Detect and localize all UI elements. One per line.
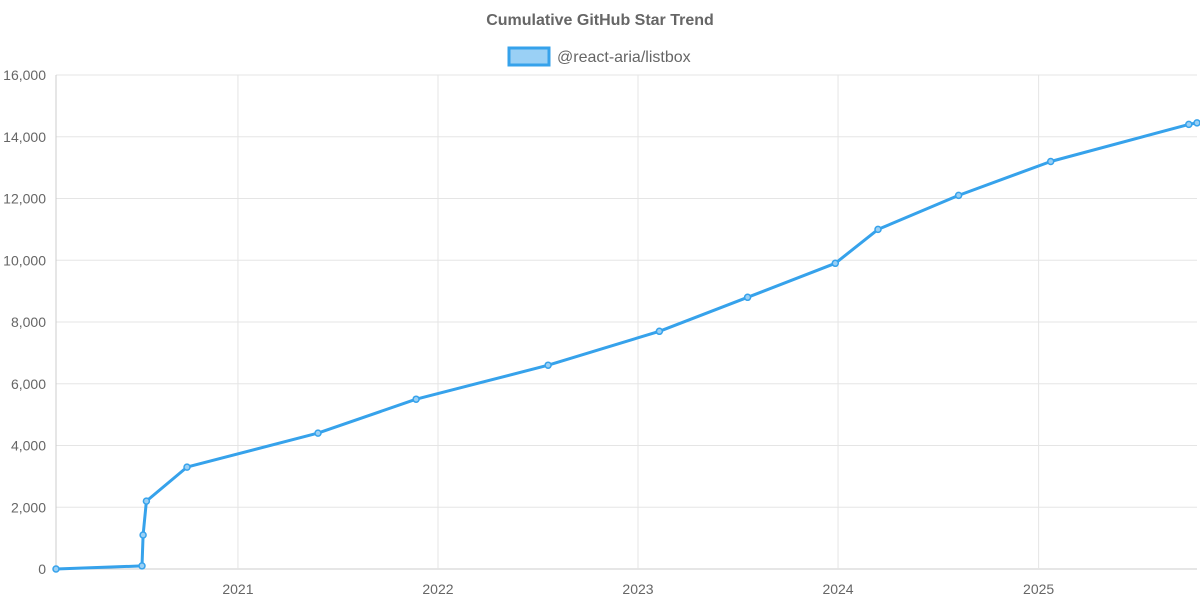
x-tick-label: 2025 [1023,581,1054,597]
y-tick-label: 6,000 [11,376,46,392]
x-tick-label: 2022 [422,581,453,597]
y-tick-label: 14,000 [3,129,46,145]
data-point[interactable] [831,259,840,268]
data-point[interactable] [544,361,552,369]
legend[interactable]: @react-aria/listbox [507,46,691,67]
y-tick-label: 12,000 [3,191,46,207]
grid [56,74,1197,570]
series [52,119,1200,573]
data-point[interactable] [1046,157,1055,166]
chart-title: Cumulative GitHub Star Trend [486,12,714,29]
data-point[interactable] [139,531,147,539]
data-point[interactable] [954,191,963,200]
data-point[interactable] [655,327,664,336]
axes: 0 2,000 4,000 6,000 8,000 10,000 12,000 14,000 1… [3,67,1054,597]
data-point[interactable] [314,429,322,437]
y-tick-label: 4,000 [11,438,46,454]
y-tick-label: 2,000 [11,499,46,515]
legend-label: @react-aria/listbox [557,49,691,66]
data-point[interactable] [142,497,151,505]
legend-swatch [507,46,551,67]
y-tick-label: 0 [38,561,46,577]
data-point[interactable] [183,463,191,471]
y-tick-label: 16,000 [3,67,46,83]
x-tick-label: 2024 [822,581,853,597]
data-point[interactable] [412,395,420,403]
data-point[interactable] [874,225,882,234]
y-tick-label: 8,000 [11,314,46,330]
data-point[interactable] [743,293,752,302]
x-tick-label: 2023 [622,581,653,597]
data-point[interactable] [1193,119,1200,127]
series-line [54,121,1199,571]
y-tick-label: 10,000 [3,252,46,268]
data-point[interactable] [52,565,60,573]
x-tick-label: 2021 [222,581,253,597]
data-point[interactable] [1185,120,1193,129]
data-point[interactable] [138,562,146,570]
